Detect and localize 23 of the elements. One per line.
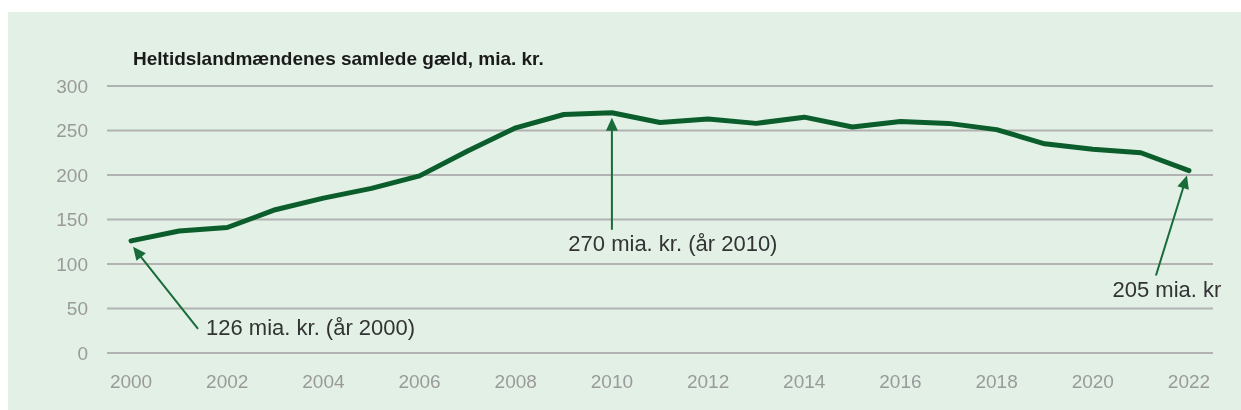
chart-title: Heltidslandmændenes samlede gæld, mia. kr.	[133, 48, 544, 69]
y-tick-label: 200	[56, 164, 88, 186]
x-tick-label: 2010	[590, 371, 634, 392]
y-tick-label: 100	[56, 253, 88, 275]
y-tick-label: 0	[77, 342, 88, 364]
x-tick-label: 2004	[302, 371, 345, 392]
y-tick-label: 300	[56, 75, 88, 97]
y-tick-label: 250	[56, 120, 88, 142]
x-tick-label: 2006	[398, 371, 441, 392]
y-tick-label: 150	[56, 209, 88, 231]
y-tick-label: 50	[66, 298, 88, 320]
annotation: 205 mia. kr	[1112, 276, 1222, 302]
annotation: 270 mia. kr. (år 2010)	[568, 230, 778, 256]
x-tick-label: 2014	[783, 371, 826, 392]
x-tick-label: 2018	[975, 371, 1018, 392]
x-tick-label: 2012	[686, 371, 730, 392]
x-tick-label: 2022	[1167, 371, 1211, 392]
x-tick-label: 2000	[109, 371, 153, 392]
annotation: 126 mia. kr. (år 2000)	[206, 314, 416, 340]
x-tick-label: 2008	[494, 371, 537, 392]
x-tick-label: 2002	[206, 371, 249, 392]
x-tick-label: 2020	[1071, 371, 1114, 392]
x-tick-label: 2016	[879, 371, 922, 392]
